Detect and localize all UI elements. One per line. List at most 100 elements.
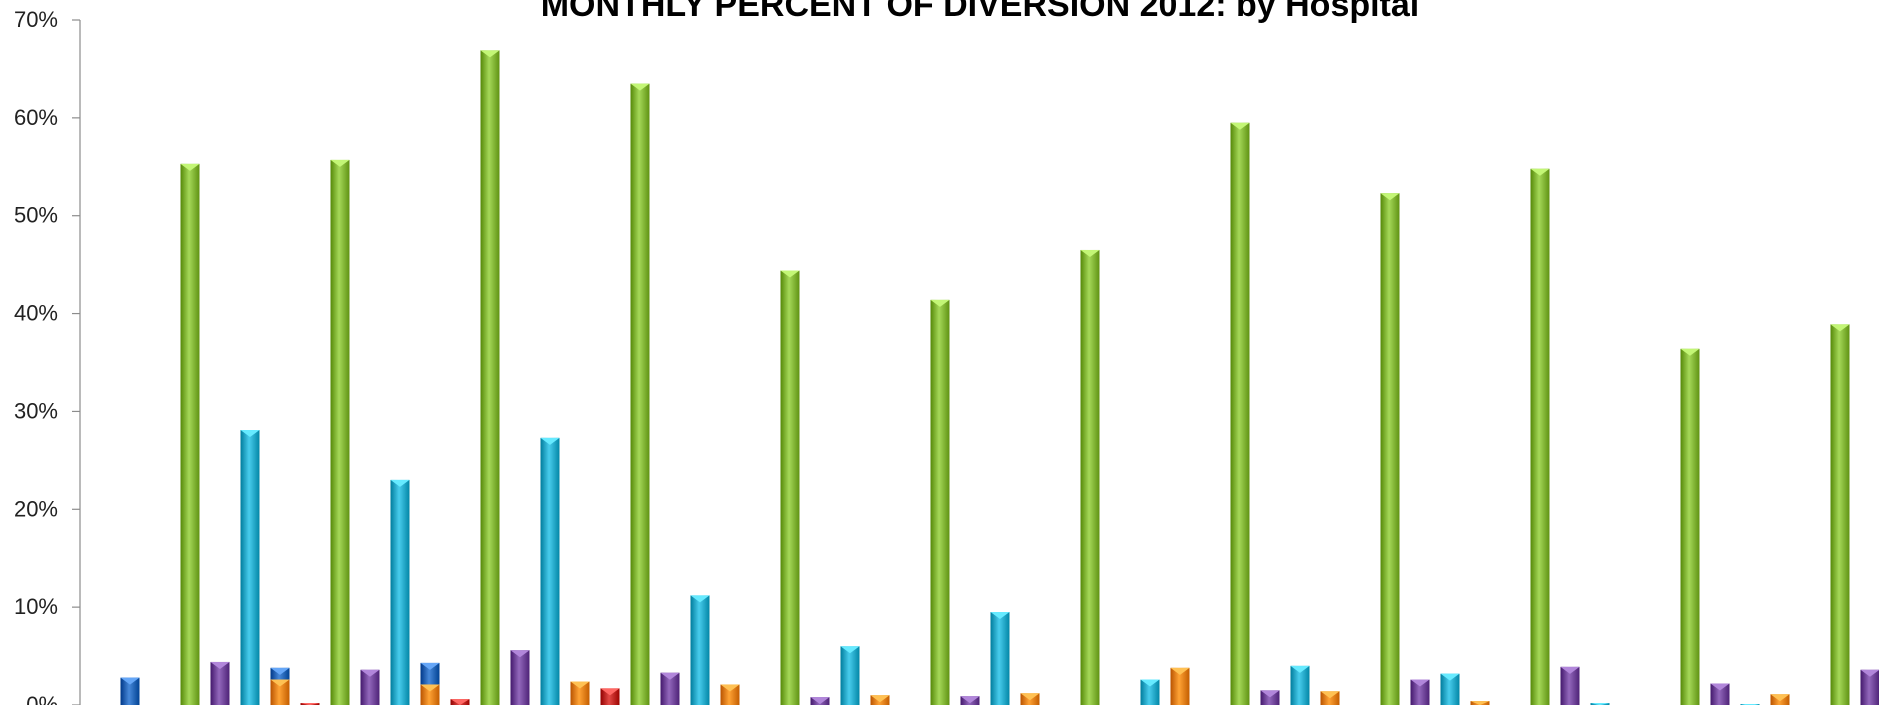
y-tick-label: 20% xyxy=(14,496,58,521)
bar-body xyxy=(1080,249,1100,705)
bar-cap xyxy=(600,688,620,696)
bar-body xyxy=(210,661,230,705)
bar-layer xyxy=(120,50,1879,705)
bar-cap xyxy=(630,83,650,91)
bar-cap xyxy=(390,479,410,487)
bar-cap xyxy=(720,684,740,692)
bar-cap xyxy=(1440,673,1460,681)
bar xyxy=(420,684,440,705)
bar-cap xyxy=(540,437,560,445)
bar-cap xyxy=(1560,666,1580,674)
bar xyxy=(630,83,650,705)
bar-cap xyxy=(510,650,530,658)
bar-cap xyxy=(690,595,710,603)
bar-body xyxy=(600,688,620,705)
bar-cap xyxy=(1830,324,1850,332)
bar xyxy=(1080,249,1100,705)
bar-cap xyxy=(1530,168,1550,176)
bar-cap xyxy=(180,163,200,171)
bar-cap xyxy=(240,430,260,438)
bar-cap xyxy=(330,159,350,167)
bar-cap xyxy=(450,699,470,705)
bar-cap xyxy=(270,679,290,687)
axis-layer: 0% 10% 20% 30% 40% 50% 60% 70% xyxy=(14,7,81,705)
bar-body xyxy=(360,669,380,705)
bar-cap xyxy=(1380,193,1400,201)
bar-cap xyxy=(780,270,800,278)
bar-body xyxy=(990,612,1010,705)
bar xyxy=(1230,122,1250,705)
bar xyxy=(360,669,380,705)
bar xyxy=(1380,193,1400,705)
bar xyxy=(1590,703,1610,705)
y-tick-label: 50% xyxy=(14,203,58,228)
bar-body xyxy=(240,430,260,705)
bar-body xyxy=(330,159,350,705)
bar xyxy=(1710,683,1730,705)
bar xyxy=(390,479,410,705)
bar-body xyxy=(1140,679,1160,705)
bar-body xyxy=(1530,168,1550,705)
bar-body xyxy=(510,650,530,705)
bar-cap xyxy=(270,667,290,675)
bar xyxy=(1020,693,1040,705)
bar xyxy=(1140,679,1160,705)
bar-cap xyxy=(1020,693,1040,701)
bar-body xyxy=(1170,667,1190,705)
bar-body xyxy=(660,672,680,705)
bar-cap xyxy=(1140,679,1160,687)
bar xyxy=(510,650,530,705)
bar-cap xyxy=(480,50,500,58)
bar-cap xyxy=(1410,679,1430,687)
bar-body xyxy=(720,684,740,705)
bar-body xyxy=(690,595,710,705)
bar xyxy=(210,661,230,705)
y-tick-label: 10% xyxy=(14,594,58,619)
bar xyxy=(180,163,200,705)
bar-cap xyxy=(960,696,980,704)
bar xyxy=(450,699,470,705)
bar-cap xyxy=(990,612,1010,620)
bar xyxy=(600,688,620,705)
bar-body xyxy=(1410,679,1430,705)
y-tick-label: 40% xyxy=(14,301,58,326)
bar-cap xyxy=(930,299,950,307)
bar xyxy=(300,703,320,705)
bar-body xyxy=(1860,669,1879,705)
bar xyxy=(1470,701,1490,705)
y-tick-label: 30% xyxy=(14,398,58,423)
y-tick-label: 60% xyxy=(14,105,58,130)
bar xyxy=(330,159,350,705)
bar xyxy=(870,695,890,705)
bar-body xyxy=(930,299,950,705)
bar-cap xyxy=(1590,703,1610,705)
bar-body xyxy=(1680,348,1700,705)
bar xyxy=(1290,665,1310,705)
bar-cap xyxy=(1680,348,1700,356)
bar-cap xyxy=(1080,249,1100,257)
bar-cap xyxy=(870,695,890,703)
bar-cap xyxy=(1170,667,1190,675)
bar xyxy=(270,679,290,705)
bar xyxy=(570,681,590,705)
bar-body xyxy=(180,163,200,705)
bar-cap xyxy=(1770,694,1790,702)
bar-body xyxy=(270,679,290,705)
bar xyxy=(120,677,140,705)
bar-body xyxy=(1440,673,1460,705)
bar-cap xyxy=(1290,665,1310,673)
y-tick-label: 0% xyxy=(26,692,58,705)
bar-cap xyxy=(1320,691,1340,699)
bar-cap xyxy=(300,703,320,705)
bar xyxy=(720,684,740,705)
bar xyxy=(1860,669,1879,705)
bar xyxy=(960,696,980,705)
bar xyxy=(1320,691,1340,705)
bar-cap xyxy=(210,661,230,669)
bar-cap xyxy=(120,677,140,685)
bar xyxy=(990,612,1010,705)
bar-body xyxy=(1380,193,1400,705)
bar-body xyxy=(420,684,440,705)
bar-cap xyxy=(570,681,590,689)
bar-cap xyxy=(660,672,680,680)
